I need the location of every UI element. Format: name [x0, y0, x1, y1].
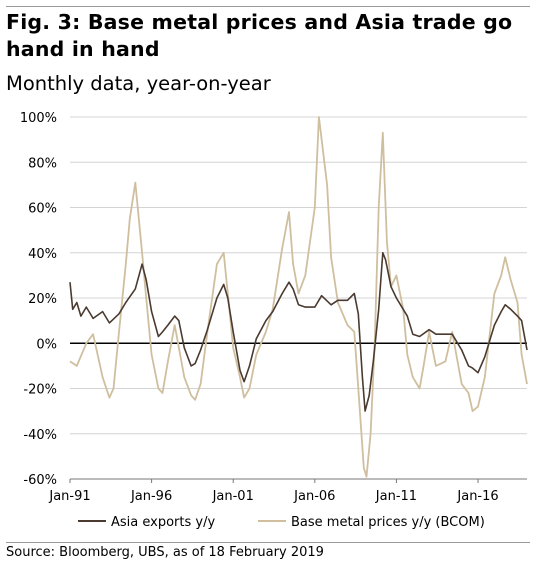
gridlines [70, 116, 527, 480]
x-tick-label: Jan-11 [375, 489, 417, 504]
y-tick-label: 60% [28, 202, 57, 217]
y-tick-label: 100% [20, 111, 57, 126]
base-metal-line [69, 116, 528, 478]
y-tick-label: -20% [23, 383, 57, 398]
asia-exports-line [69, 252, 528, 412]
y-tick-label: -60% [23, 473, 57, 488]
series-lines [69, 116, 528, 478]
chart-subtitle: Monthly data, year-on-year [6, 72, 271, 95]
line-chart: 100%80%60%40%20%0%-20%-40%-60% Jan-91 Jan… [20, 111, 528, 530]
chart-title: Fig. 3: Base metal prices and Asia trade… [6, 10, 513, 61]
y-tick-label: 0% [36, 337, 57, 352]
y-tick-label: 40% [28, 247, 57, 262]
x-tick-label: Jan-06 [293, 489, 335, 504]
x-tick-label: Jan-16 [456, 489, 498, 504]
y-tick-label: -40% [23, 428, 57, 443]
x-tick-label: Jan-01 [212, 489, 254, 504]
footer-rule [6, 542, 530, 543]
x-axis: Jan-91 Jan-96 Jan-01 Jan-06 Jan-11 Jan-16 [48, 478, 527, 504]
title-rule [6, 6, 530, 7]
y-tick-label: 80% [28, 156, 57, 171]
source-note: Source: Bloomberg, UBS, as of 18 Februar… [6, 545, 324, 560]
y-tick-label: 20% [28, 292, 57, 307]
x-tick-label: Jan-96 [130, 489, 172, 504]
legend: Asia exports y/y Base metal prices y/y (B… [78, 515, 485, 530]
y-axis: 100% 80% 60% 40% 20% 0% -20% -40% -60% [20, 111, 57, 488]
legend-base-metal-label: Base metal prices y/y (BCOM) [291, 515, 485, 530]
x-tick-label: Jan-91 [48, 489, 90, 504]
legend-asia-exports-label: Asia exports y/y [111, 515, 215, 530]
